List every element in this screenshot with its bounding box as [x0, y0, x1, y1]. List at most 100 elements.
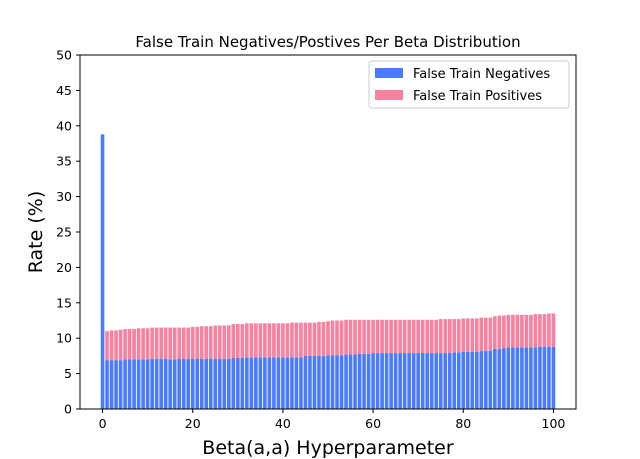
bar-negatives-15 — [168, 359, 172, 409]
bar-negatives-95 — [529, 347, 533, 409]
y-tick-label-10: 10 — [56, 331, 72, 346]
bar-negatives-22 — [199, 358, 204, 409]
bar-positives-90 — [506, 314, 511, 348]
bar-negatives-97 — [538, 346, 542, 409]
bar-positives-96 — [533, 314, 538, 348]
bar-negatives-65 — [393, 353, 398, 409]
bar-positives-45 — [303, 322, 308, 356]
bar-positives-73 — [429, 319, 434, 354]
bar-negatives-25 — [213, 358, 218, 409]
bar-positives-72 — [425, 319, 430, 354]
bar-negatives-6 — [127, 359, 132, 409]
bar-negatives-24 — [208, 358, 213, 409]
bar-positives-31 — [240, 324, 245, 359]
bar-negatives-1 — [105, 360, 109, 409]
bar-negatives-9 — [141, 359, 145, 409]
bar-negatives-90 — [506, 347, 511, 409]
bar-negatives-88 — [497, 348, 502, 409]
bar-positives-10 — [145, 328, 150, 360]
bar-positives-51 — [330, 320, 335, 356]
bar-positives-53 — [339, 320, 344, 356]
bar-positives-23 — [204, 326, 209, 359]
y-axis-ticks: 0 5 10 15 20 25 30 35 40 45 50 — [56, 48, 80, 417]
bar-negatives-16 — [172, 359, 177, 409]
bar-positives-34 — [254, 323, 258, 358]
bar-positives-22 — [199, 326, 204, 359]
bar-negatives-21 — [195, 358, 200, 409]
bar-positives-25 — [213, 325, 218, 359]
bar-positives-82 — [470, 318, 475, 352]
bar-positives-16 — [172, 327, 177, 360]
y-tick-label-20: 20 — [56, 260, 72, 275]
bar-positives-89 — [502, 315, 506, 349]
y-tick-label-25: 25 — [56, 225, 72, 240]
bar-negatives-29 — [231, 358, 236, 409]
bar-negatives-18 — [181, 358, 186, 409]
bar-negatives-37 — [267, 357, 272, 409]
bar-positives-18 — [181, 327, 186, 359]
bar-negatives-68 — [407, 353, 411, 409]
bar-positives-5 — [123, 329, 127, 360]
legend-label-negatives: False Train Negatives — [413, 67, 550, 82]
bar-negatives-32 — [245, 357, 249, 409]
bar-negatives-49 — [321, 355, 326, 409]
bar-positives-29 — [231, 324, 236, 359]
bar-negatives-100 — [551, 346, 556, 409]
bar-positives-9 — [141, 328, 145, 360]
bar-negatives-14 — [163, 358, 168, 409]
bar-positives-42 — [290, 322, 294, 358]
bar-positives-36 — [263, 323, 267, 358]
chart-title: False Train Negatives/Postives Per Beta … — [135, 33, 520, 51]
bar-negatives-42 — [290, 357, 294, 409]
bar-negatives-58 — [362, 353, 366, 409]
bar-positives-52 — [335, 320, 339, 356]
y-tick-label-45: 45 — [56, 83, 72, 98]
legend-swatch-positives — [375, 90, 403, 100]
bar-negatives-52 — [335, 355, 339, 409]
bar-negatives-40 — [281, 357, 285, 409]
bar-negatives-87 — [493, 348, 497, 409]
bar-positives-47 — [312, 322, 317, 356]
bar-negatives-91 — [511, 347, 515, 409]
bar-positives-8 — [136, 328, 141, 360]
bar-positives-99 — [547, 313, 551, 347]
bar-positives-56 — [353, 319, 357, 355]
bar-positives-35 — [258, 323, 263, 358]
bar-negatives-89 — [502, 348, 506, 409]
bar-positives-15 — [168, 327, 172, 360]
bar-negatives-17 — [177, 358, 182, 409]
bar-positives-88 — [497, 315, 502, 349]
bar-negatives-39 — [276, 357, 281, 409]
bar-negatives-60 — [371, 353, 375, 409]
bar-positives-19 — [186, 327, 191, 359]
bar-negatives-34 — [254, 357, 258, 409]
bar-positives-98 — [542, 314, 547, 347]
bar-negatives-13 — [159, 358, 163, 409]
bar-negatives-66 — [398, 353, 402, 409]
bar-negatives-35 — [258, 357, 263, 409]
bar-positives-54 — [344, 319, 348, 355]
bar-positives-79 — [456, 319, 461, 353]
bar-positives-12 — [154, 327, 159, 359]
bar-positives-49 — [321, 321, 326, 356]
bar-positives-66 — [398, 319, 402, 354]
bar-negatives-45 — [303, 355, 308, 409]
bar-negatives-20 — [190, 358, 195, 409]
bar-positives-57 — [357, 319, 362, 354]
bar-positives-83 — [475, 318, 479, 352]
x-tick-label-100: 100 — [542, 416, 566, 431]
bar-negatives-0 — [100, 134, 105, 410]
y-axis-label: Rate (%) — [25, 191, 47, 274]
bar-negatives-72 — [425, 353, 430, 409]
bar-positives-32 — [245, 323, 249, 358]
bar-positives-94 — [524, 314, 529, 348]
bar-positives-86 — [488, 317, 493, 351]
bar-negatives-7 — [132, 359, 136, 409]
legend-swatch-negatives — [375, 68, 403, 78]
y-tick-label-40: 40 — [56, 118, 72, 133]
bar-positives-58 — [362, 319, 366, 354]
bar-negatives-26 — [217, 358, 222, 409]
bar-positives-30 — [236, 324, 240, 359]
bar-positives-78 — [452, 319, 457, 353]
x-tick-label-80: 80 — [455, 416, 471, 431]
